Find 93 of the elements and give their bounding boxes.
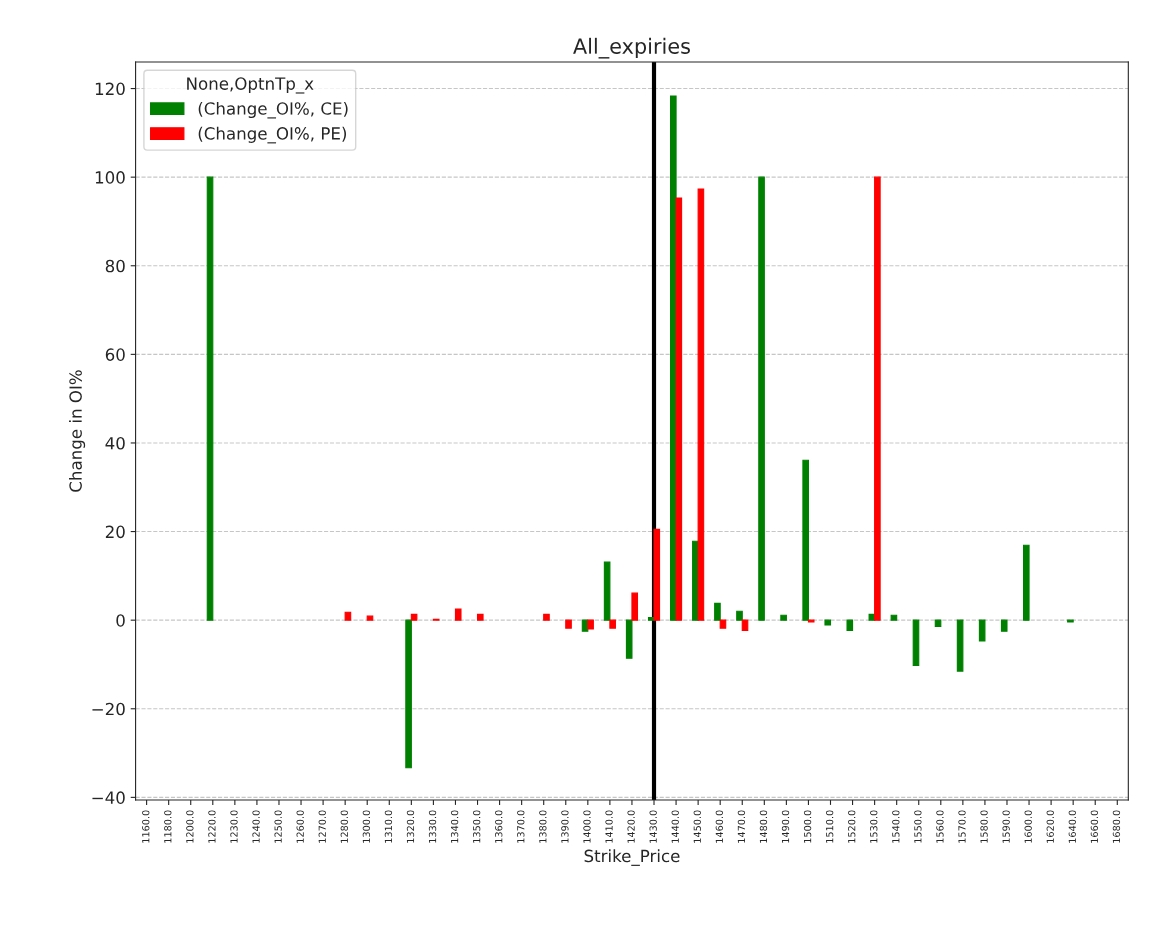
x-tick-label: 1360.0 xyxy=(495,810,503,843)
x-tick-label: 1450.0 xyxy=(693,810,701,843)
x-tick-label: 1560.0 xyxy=(936,810,944,843)
bar xyxy=(543,613,550,621)
x-tick-label: 1160.0 xyxy=(142,810,150,843)
bar xyxy=(344,611,352,621)
bar xyxy=(1022,544,1030,621)
legend-title: None,OptnTp_x xyxy=(187,77,314,94)
x-tick-label: 1340.0 xyxy=(450,810,459,843)
bar xyxy=(890,614,898,621)
x-tick-label: 1260.0 xyxy=(296,810,304,843)
x-tick-label: 1230.0 xyxy=(230,810,238,843)
x-tick-label: 1590.0 xyxy=(1002,810,1010,843)
bar xyxy=(609,619,616,629)
bar xyxy=(587,619,594,630)
y-tick-label: 60 xyxy=(105,348,125,361)
bar xyxy=(719,619,727,629)
bar xyxy=(824,619,832,626)
x-tick-label: 1300.0 xyxy=(362,810,371,843)
y-tick-label: 100 xyxy=(95,171,125,184)
x-tick-label: 1510.0 xyxy=(825,810,834,843)
x-tick-label: 1350.0 xyxy=(472,810,481,843)
x-tick-label: 1470.0 xyxy=(737,810,746,843)
y-tick-label: 120 xyxy=(95,82,125,96)
x-tick-label: 1220.0 xyxy=(208,810,216,843)
x-tick-label: 1370.0 xyxy=(517,810,525,843)
x-tick-label: 1400.0 xyxy=(583,810,591,843)
bar xyxy=(1000,619,1008,632)
x-tick-label: 1490.0 xyxy=(781,810,790,843)
x-tick-label: 1320.0 xyxy=(406,810,415,843)
x-tick-label: 1280.0 xyxy=(340,810,348,843)
x-tick-label: 1520.0 xyxy=(848,810,856,843)
x-tick-label: 1430.0 xyxy=(649,810,657,843)
bar xyxy=(454,608,462,621)
bar xyxy=(736,610,743,621)
x-tick-label: 1660.0 xyxy=(1090,810,1099,843)
bar xyxy=(405,619,412,769)
y-tick-label: 40 xyxy=(105,436,125,450)
x-tick-label: 1380.0 xyxy=(539,810,547,843)
bar xyxy=(846,619,854,631)
y-tick-label: 20 xyxy=(105,525,125,539)
x-tick-label: 1270.0 xyxy=(318,810,326,843)
bar xyxy=(625,619,633,659)
bar xyxy=(410,613,418,621)
bar xyxy=(956,619,964,672)
bar xyxy=(565,619,572,629)
bar xyxy=(912,619,920,666)
bar xyxy=(603,561,611,621)
bar xyxy=(697,188,705,621)
x-tick-label: 1240.0 xyxy=(252,810,260,843)
x-tick-label: 1460.0 xyxy=(715,810,724,843)
bar xyxy=(874,176,881,621)
bar xyxy=(758,176,765,621)
bar xyxy=(366,615,374,621)
bar xyxy=(780,614,787,621)
bar xyxy=(476,613,484,621)
x-tick-label: 1250.0 xyxy=(274,810,282,843)
bar xyxy=(206,176,214,621)
bar xyxy=(714,602,721,621)
legend-label: (Change_OI%, CE) xyxy=(198,101,348,119)
x-tick-label: 1640.0 xyxy=(1068,810,1076,843)
x-tick-label: 1330.0 xyxy=(428,810,437,843)
x-tick-label: 1310.0 xyxy=(384,810,393,843)
x-tick-label: 1680.0 xyxy=(1112,810,1121,843)
chart-title: All_expiries xyxy=(573,37,690,59)
x-tick-label: 1200.0 xyxy=(186,810,194,843)
x-tick-label: 1600.0 xyxy=(1024,810,1032,843)
x-tick-label: 1410.0 xyxy=(605,810,613,843)
bar xyxy=(978,619,986,642)
x-tick-label: 1580.0 xyxy=(980,810,988,843)
x-axis-title: Strike_Price xyxy=(584,849,680,866)
x-tick-label: 1480.0 xyxy=(759,810,768,843)
y-axis-title: Change in OI% xyxy=(69,370,86,492)
bar xyxy=(653,528,661,621)
y-tick-label: 80 xyxy=(105,259,125,273)
y-tick-label: 0 xyxy=(116,614,125,627)
x-tick-label: 1500.0 xyxy=(803,810,812,843)
bar xyxy=(631,592,639,621)
x-tick-label: 1390.0 xyxy=(561,810,569,843)
x-tick-label: 1440.0 xyxy=(671,810,679,843)
bar xyxy=(675,197,683,621)
x-tick-label: 1620.0 xyxy=(1046,810,1054,843)
x-tick-label: 1570.0 xyxy=(958,810,966,843)
y-tick-label: −20 xyxy=(92,702,125,716)
x-tick-label: 1540.0 xyxy=(892,810,900,843)
bar xyxy=(802,459,809,621)
legend-label: (Change_OI%, PE) xyxy=(198,126,347,144)
x-tick-label: 1530.0 xyxy=(870,810,878,843)
x-tick-label: 1180.0 xyxy=(164,810,172,843)
bar xyxy=(868,613,876,621)
y-tick-label: −40 xyxy=(92,791,125,804)
x-tick-label: 1420.0 xyxy=(627,810,635,843)
x-tick-label: 1550.0 xyxy=(914,810,922,843)
